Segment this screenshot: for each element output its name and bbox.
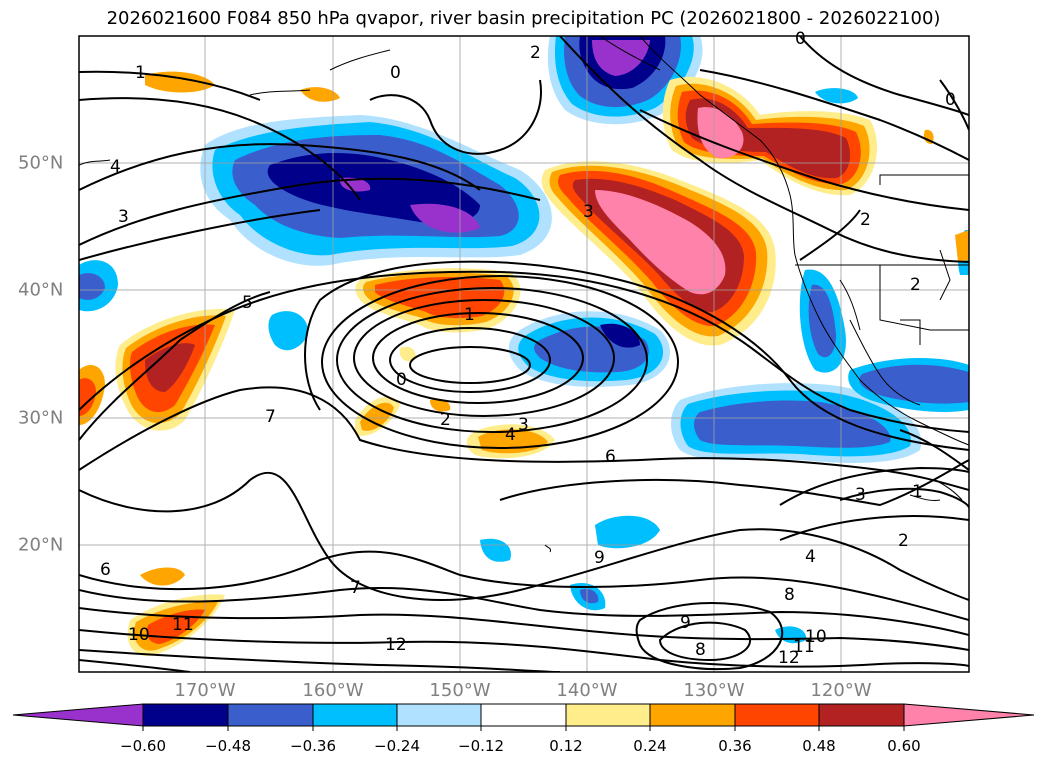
lon-label: 120°W: [810, 680, 872, 701]
contour-label: 3: [118, 207, 129, 227]
contour-label: 0: [390, 63, 401, 83]
contour-label: 12: [778, 648, 800, 668]
contour-label: 8: [695, 640, 706, 660]
colorbar-tick: −0.24: [374, 737, 420, 755]
lat-label: 30°N: [18, 407, 64, 429]
map-title: 2026021600 F084 850 hPa qvapor, river ba…: [106, 8, 941, 29]
colorbar-tick: −0.12: [458, 737, 504, 755]
colorbar-tick: 0.36: [718, 737, 752, 755]
contour-label: 7: [350, 578, 361, 598]
coastlines: [79, 36, 969, 553]
contour-label: 12: [385, 635, 407, 655]
contour-label: 4: [110, 157, 121, 177]
colorbar-tick: −0.48: [205, 737, 251, 755]
colorbar-extend-low: [12, 703, 144, 727]
contour-label: 4: [505, 425, 516, 445]
colorbar-tick: 0.12: [549, 737, 583, 755]
contour-labels: 1 0 2 0 0 4 3 3 5 1 0 2 4 3 2 6 7 7 9 4 …: [100, 29, 956, 668]
contour-label: 1: [912, 482, 923, 502]
positive-anomaly-small: [127, 71, 969, 656]
contour-label: 11: [793, 637, 815, 657]
contour-label: 2: [530, 43, 541, 63]
contour-label: 7: [265, 407, 276, 427]
contour-label: 3: [855, 485, 866, 505]
contour-label: 10: [805, 627, 827, 647]
qvapor-contours: [79, 36, 969, 672]
contour-label: 3: [583, 202, 594, 222]
lon-label: 140°W: [556, 680, 618, 701]
contour-label: 5: [242, 293, 253, 313]
contour-label: 10: [128, 625, 150, 645]
lon-label: 150°W: [429, 680, 491, 701]
colorbar-tick: 0.24: [633, 737, 667, 755]
lat-label: 20°N: [18, 534, 64, 556]
contour-label: 11: [172, 615, 194, 635]
colorbar-tick: 0.60: [887, 737, 921, 755]
contour-label: 1: [135, 63, 146, 83]
contour-label: 2: [860, 210, 871, 230]
contour-label: 6: [100, 560, 111, 580]
negative-anomaly-central: [508, 311, 670, 387]
lon-label: 130°W: [683, 680, 745, 701]
lon-label: 170°W: [174, 680, 236, 701]
contour-label: 4: [805, 547, 816, 567]
lat-label: 50°N: [18, 152, 64, 174]
contour-label: 0: [396, 370, 407, 390]
positive-anomaly-coastal: [541, 161, 776, 346]
contour-label: 3: [518, 415, 529, 435]
contour-label: 2: [898, 531, 909, 551]
colorbar-tick: 0.48: [802, 737, 836, 755]
colorbar-tick: −0.60: [120, 737, 166, 755]
contour-label: 0: [795, 29, 806, 49]
contour-label: 6: [605, 447, 616, 467]
contour-label: 1: [464, 305, 475, 325]
negative-anomaly-small: [79, 88, 969, 644]
contour-label: 8: [784, 585, 795, 605]
colorbar: [12, 703, 1035, 731]
map-frame: [78, 35, 970, 673]
colorbar-extend-high: [903, 703, 1035, 727]
contour-label: 9: [680, 613, 691, 633]
contour-label: 2: [440, 410, 451, 430]
lon-label: 160°W: [302, 680, 364, 701]
contour-label: 2: [910, 275, 921, 295]
lat-label: 40°N: [18, 279, 64, 301]
contour-label: 9: [594, 548, 605, 568]
contour-label: 0: [945, 90, 956, 110]
colorbar-tick: −0.36: [290, 737, 336, 755]
